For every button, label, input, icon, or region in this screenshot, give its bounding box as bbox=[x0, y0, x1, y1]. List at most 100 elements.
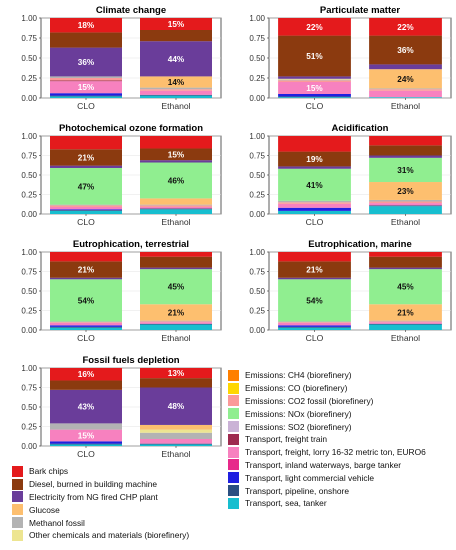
y-tick-label: 0.75 bbox=[249, 34, 265, 43]
bar-segment-bark-chips bbox=[369, 252, 442, 257]
bar-segment-nox bbox=[140, 162, 212, 199]
bar-segment-glucose bbox=[140, 76, 212, 88]
data-label: 18% bbox=[78, 21, 95, 30]
bar-segment-electricity bbox=[278, 277, 351, 280]
bar-segment-glucose bbox=[140, 424, 212, 430]
bar-segment-lcv bbox=[278, 325, 351, 327]
y-tick-label: 0.75 bbox=[21, 34, 37, 43]
y-tick-label: 0.25 bbox=[21, 423, 37, 432]
chart-panel-fossil-fuels-depletion: Fossil fuels depletion 0.00 0.25 0.50 0.75 1.… bbox=[21, 355, 222, 459]
legend-item-other-chemicals: Other chemicals and materials (biorefine… bbox=[12, 529, 189, 542]
bar-segment-nox bbox=[50, 167, 122, 205]
bar-segment-lcv bbox=[278, 94, 351, 97]
data-label: 16% bbox=[78, 370, 95, 379]
legend-item-methanol-fossil: Methanol fossil bbox=[12, 516, 189, 529]
y-tick-label: 0.00 bbox=[249, 94, 265, 103]
data-label: 48% bbox=[168, 402, 185, 411]
bar-segment-electricity bbox=[278, 76, 351, 79]
legend-label: Electricity from NG fired CHP plant bbox=[29, 491, 158, 502]
data-label: 31% bbox=[397, 166, 414, 175]
y-tick-label: 0.50 bbox=[21, 171, 37, 180]
bar-segment-bark-chips bbox=[50, 368, 122, 381]
data-label: 21% bbox=[168, 308, 185, 317]
legend-label: Emissions: CO (biorefinery) bbox=[245, 383, 348, 394]
bar-segment-methanol-fossil bbox=[50, 204, 122, 206]
x-tick-label: CLO bbox=[306, 217, 324, 227]
bar-segment-co2-fossil bbox=[369, 201, 442, 204]
bar-segment-electricity bbox=[50, 47, 122, 77]
bar-segment-diesel bbox=[50, 261, 122, 278]
bar-segment-electricity bbox=[50, 389, 122, 424]
bar-segment-methanol-fossil bbox=[140, 320, 212, 322]
data-label: 47% bbox=[78, 182, 95, 191]
x-tick-label: Ethanol bbox=[391, 217, 420, 227]
legend-swatch bbox=[228, 382, 239, 394]
y-tick-label: 0.75 bbox=[249, 268, 265, 277]
legend-item-barge: Transport, inland waterways, barge tanke… bbox=[228, 459, 426, 472]
data-label: 44% bbox=[168, 55, 185, 64]
data-label: 54% bbox=[78, 296, 95, 305]
y-tick-label: 0.00 bbox=[249, 326, 265, 335]
y-tick-label: 0.25 bbox=[21, 191, 37, 200]
bar-segment-electricity bbox=[369, 155, 442, 158]
y-tick-label: 0.75 bbox=[21, 384, 37, 393]
bar-segment-glucose bbox=[140, 198, 212, 205]
bar-segment-pipeline bbox=[369, 205, 442, 207]
legend-label: Bark chips bbox=[29, 466, 69, 477]
bar-segment-co2-fossil bbox=[50, 205, 122, 207]
legend-label: Transport, freight train bbox=[245, 434, 328, 445]
bar-segment-lorry bbox=[369, 90, 442, 98]
x-tick-label: Ethanol bbox=[161, 333, 190, 343]
data-label: 21% bbox=[78, 153, 95, 162]
legend-item-nox: Emissions: NOx (biorefinery) bbox=[228, 407, 426, 420]
legend-label: Diesel, burned in building machine bbox=[29, 479, 158, 490]
bar-segment-electricity bbox=[140, 387, 212, 425]
bar-segment-sea-tanker bbox=[140, 324, 212, 330]
y-tick-label: 1.00 bbox=[249, 248, 265, 257]
bar-segment-methanol-fossil bbox=[140, 87, 212, 90]
bar-segment-methanol-fossil bbox=[140, 432, 212, 439]
y-tick-label: 0.25 bbox=[249, 307, 265, 316]
data-label: 22% bbox=[397, 23, 414, 32]
bar-segment-sea-tanker bbox=[50, 444, 122, 446]
bar-segment-electricity bbox=[278, 166, 351, 169]
data-label: 36% bbox=[78, 58, 95, 67]
bar-segment-lorry bbox=[50, 322, 122, 326]
bar-segment-lcv bbox=[50, 325, 122, 327]
bar-segment-electricity bbox=[140, 41, 212, 77]
legend-label: Transport, inland waterways, barge tanke… bbox=[245, 459, 402, 470]
y-tick-label: 0.25 bbox=[249, 191, 265, 200]
y-tick-label: 0.25 bbox=[249, 74, 265, 83]
chart-title: Particulate matter bbox=[320, 5, 401, 16]
x-tick-label: CLO bbox=[306, 333, 324, 343]
bar-segment-bark-chips bbox=[50, 136, 122, 150]
bar-segment-other-chemicals bbox=[140, 429, 212, 433]
legend-swatch bbox=[228, 408, 239, 420]
legend-label: Glucose bbox=[29, 504, 60, 515]
chart-panel-eutrophication-terrestrial: Eutrophication, terrestrial 0.00 0.25 0.50 0… bbox=[21, 239, 222, 343]
legend-item-glucose: Glucose bbox=[12, 503, 189, 516]
chart-title: Acidification bbox=[331, 123, 388, 134]
data-label: 36% bbox=[397, 46, 414, 55]
bar-segment-lcv bbox=[278, 207, 351, 211]
y-tick-label: 0.50 bbox=[249, 287, 265, 296]
bar-segment-diesel bbox=[50, 380, 122, 390]
bar-segment-electricity bbox=[50, 165, 122, 168]
data-label: 19% bbox=[306, 155, 323, 164]
x-tick-label: Ethanol bbox=[161, 217, 190, 227]
legend-swatch bbox=[12, 504, 23, 516]
bar-segment-glucose bbox=[369, 69, 442, 89]
bar-segment-lorry bbox=[278, 322, 351, 326]
data-label: 43% bbox=[78, 403, 95, 412]
bar-segment-co2-fossil bbox=[278, 80, 351, 82]
bar-segment-methanol-fossil bbox=[50, 423, 122, 430]
bar-segment-diesel bbox=[369, 256, 442, 268]
bar-segment-glucose bbox=[140, 304, 212, 321]
bar-segment-sea-tanker bbox=[50, 96, 122, 98]
y-tick-label: 0.50 bbox=[21, 287, 37, 296]
bar-segment-pipeline bbox=[140, 443, 212, 445]
bar-segment-lorry bbox=[140, 206, 212, 209]
legend-item-co: Emissions: CO (biorefinery) bbox=[228, 382, 426, 395]
legend-left: Bark chips Diesel, burned in building mac… bbox=[12, 465, 189, 542]
